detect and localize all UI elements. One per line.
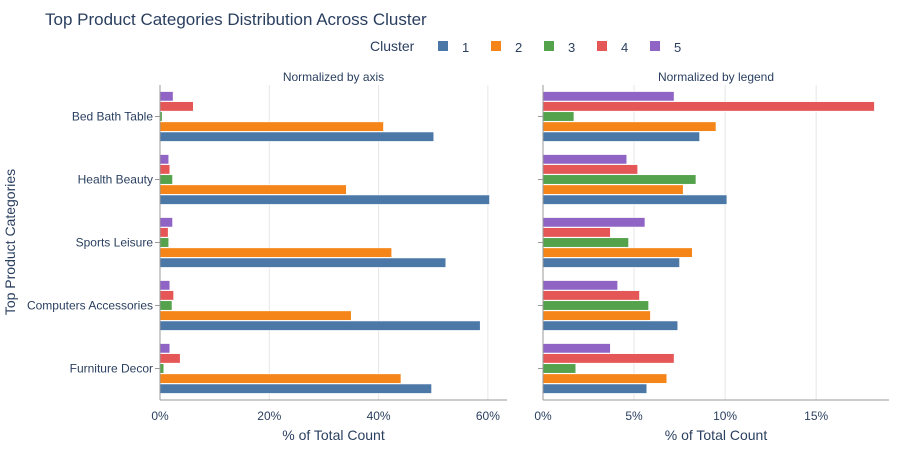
legend-label: 2 <box>515 40 522 55</box>
bar-cluster-3 <box>542 174 697 185</box>
bar-cluster-1 <box>542 320 679 331</box>
bar-cluster-1 <box>159 383 432 394</box>
bar-cluster-2 <box>542 184 684 195</box>
bar-cluster-3 <box>159 237 170 248</box>
bar-cluster-4 <box>159 353 181 364</box>
legend-title: Cluster <box>370 38 415 54</box>
bar-cluster-3 <box>542 363 577 374</box>
bar-cluster-5 <box>542 280 618 291</box>
y-axis-label: Top Product Categories <box>2 169 18 315</box>
bar-cluster-2 <box>542 121 717 132</box>
legend-swatch <box>650 41 660 51</box>
bar-cluster-3 <box>542 300 649 311</box>
bar-cluster-3 <box>542 111 575 122</box>
legend: Cluster 1 2 3 4 5 <box>370 38 681 55</box>
bar-cluster-3 <box>542 237 629 248</box>
bar-cluster-2 <box>159 121 384 132</box>
x-axis-label: % of Total Count <box>282 427 385 443</box>
x-tick-label: 20% <box>257 409 281 423</box>
x-tick-label: 15% <box>804 409 828 423</box>
x-tick-label: 5% <box>625 409 643 423</box>
bar-cluster-1 <box>542 131 700 142</box>
category-label: Computers Accessories <box>27 299 153 313</box>
panel-subtitle: Normalized by axis <box>283 70 384 84</box>
bar-cluster-2 <box>159 247 392 258</box>
bar-cluster-1 <box>159 131 435 142</box>
bar-cluster-4 <box>159 164 171 175</box>
bar-cluster-1 <box>542 194 728 205</box>
bar-cluster-5 <box>542 343 611 354</box>
bar-cluster-5 <box>159 280 171 291</box>
bar-cluster-4 <box>159 290 174 301</box>
legend-swatch <box>491 41 501 51</box>
category-label: Sports Leisure <box>76 236 154 250</box>
chart-title: Top Product Categories Distribution Acro… <box>45 10 427 29</box>
legend-swatch <box>438 41 448 51</box>
bar-cluster-1 <box>159 257 447 268</box>
bar-cluster-2 <box>542 310 651 321</box>
bars <box>542 91 875 394</box>
bar-cluster-2 <box>159 184 347 195</box>
x-tick-label: 40% <box>367 409 391 423</box>
x-axis-label: % of Total Count <box>665 427 768 443</box>
bar-cluster-4 <box>542 227 611 238</box>
panel-normalized-by-axis: Normalized by axis % of Total Count 0% 20… <box>151 70 507 443</box>
bar-cluster-1 <box>159 194 490 205</box>
legend-label: 3 <box>568 40 575 55</box>
bars <box>159 91 490 394</box>
bar-cluster-5 <box>159 91 174 102</box>
legend-label: 1 <box>462 40 469 55</box>
x-tick-label: 0% <box>151 409 169 423</box>
bar-cluster-5 <box>542 154 628 165</box>
bar-cluster-1 <box>542 257 680 268</box>
legend-item-cluster-3[interactable]: 3 <box>544 40 575 55</box>
bar-cluster-2 <box>542 373 668 384</box>
panel-subtitle: Normalized by legend <box>658 70 774 84</box>
category-labels: Bed Bath Table Health Beauty Sports Leisur… <box>27 110 153 376</box>
bar-cluster-2 <box>159 373 402 384</box>
panel-normalized-by-legend: Normalized by legend % of Total Count 0%… <box>534 70 889 443</box>
bar-cluster-3 <box>159 300 173 311</box>
legend-item-cluster-2[interactable]: 2 <box>491 40 522 55</box>
bar-cluster-4 <box>542 290 640 301</box>
legend-item-cluster-5[interactable]: 5 <box>650 40 681 55</box>
bar-cluster-4 <box>542 101 875 112</box>
bar-cluster-5 <box>159 343 171 354</box>
bar-cluster-4 <box>159 101 194 112</box>
legend-label: 4 <box>621 40 628 55</box>
legend-item-cluster-1[interactable]: 1 <box>438 40 469 55</box>
legend-label: 5 <box>674 40 681 55</box>
bar-cluster-2 <box>542 247 693 258</box>
bar-cluster-1 <box>542 383 648 394</box>
legend-item-cluster-4[interactable]: 4 <box>597 40 628 55</box>
bar-cluster-5 <box>542 217 646 228</box>
bar-cluster-3 <box>159 174 173 185</box>
bar-cluster-5 <box>159 217 173 228</box>
category-label: Bed Bath Table <box>72 110 154 124</box>
bar-cluster-4 <box>159 227 169 238</box>
legend-swatch <box>597 41 607 51</box>
x-tick-label: 10% <box>713 409 737 423</box>
category-label: Health Beauty <box>78 173 153 187</box>
x-tick-label: 60% <box>476 409 500 423</box>
category-label: Furniture Decor <box>70 362 153 376</box>
bar-cluster-4 <box>542 164 638 175</box>
bar-cluster-3 <box>159 363 165 374</box>
bar-cluster-4 <box>542 353 675 364</box>
bar-cluster-1 <box>159 320 481 331</box>
legend-swatch <box>544 41 554 51</box>
bar-cluster-5 <box>542 91 675 102</box>
x-tick-label: 0% <box>534 409 552 423</box>
bar-cluster-5 <box>159 154 170 165</box>
bar-cluster-2 <box>159 310 352 321</box>
